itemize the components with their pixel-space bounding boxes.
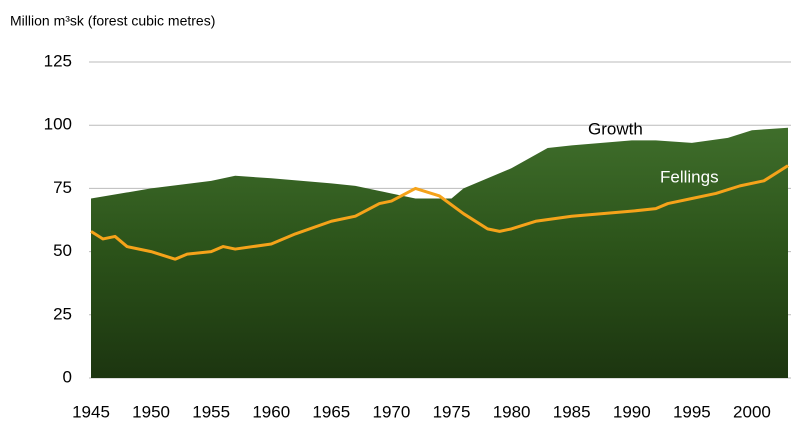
fellings-line [90,164,789,261]
x-tick-label: 1985 [553,402,591,421]
x-tick-label: 1965 [312,402,350,421]
y-tick-label: 50 [53,241,72,260]
y-tick-label: 100 [44,115,72,134]
x-tick-label: 1950 [132,402,170,421]
growth-area [91,127,788,378]
series-label: Fellings [660,167,719,186]
x-tick-label: 1975 [433,402,471,421]
x-tick-label: 1990 [613,402,651,421]
x-tick-label: 1995 [673,402,711,421]
x-tick-label: 1970 [373,402,411,421]
series-label: Growth [588,119,643,138]
y-tick-label: 0 [63,367,72,386]
y-axis-title: Million m³sk (forest cubic metres) [10,13,215,29]
y-tick-label: 125 [44,51,72,70]
y-tick-label: 75 [53,178,72,197]
x-tick-label: 1980 [493,402,531,421]
x-tick-label: 1955 [192,402,230,421]
x-tick-label: 1960 [252,402,290,421]
x-tick-label: 2000 [733,402,771,421]
x-tick-label: 1945 [72,402,110,421]
y-tick-label: 25 [53,304,72,323]
